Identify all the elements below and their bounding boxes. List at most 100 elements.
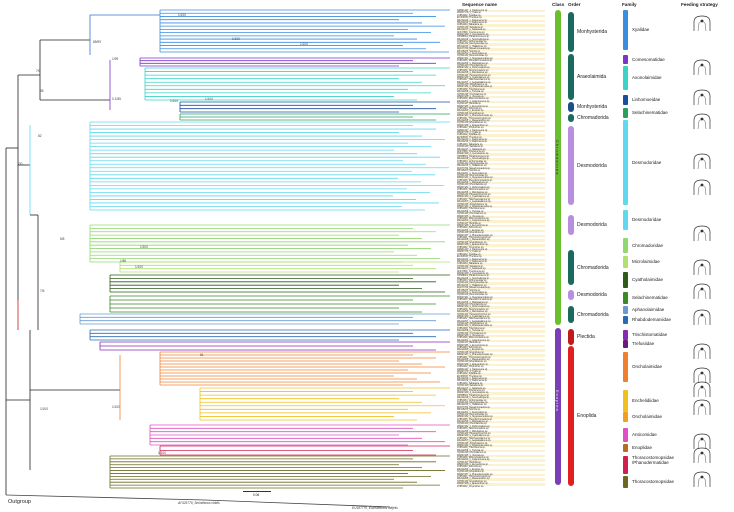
sequence-name-row: MK212259_1_Trefusia sp. [457,91,545,94]
order-bar [568,250,574,285]
feeding-head-icon [693,433,711,450]
sequence-name-row: MN627187_1_Phanodermopsis sp. [457,354,545,357]
sequence-name-row: AY854237_Halichoanolaimus sp. [457,198,491,201]
sequence-name-row: AY854242_Oxyonchus sp. [457,127,485,130]
outgroup-taxon-1: AY325779_Sminthurus viridis [178,501,220,505]
sequence-name-row: MN627185_1_Viscosia sp. [457,215,545,218]
node-support-label: 7/6 [40,289,45,293]
sequence-name-row: MK212247_1_Sabatieria sp. [457,29,545,32]
family-label: Aphanolaimidae [632,307,665,312]
sequence-name-row: MK212257_1_Aegialoalaimus sp. [457,440,545,443]
family-swatch [623,210,628,230]
sequence-name-row: OQ541445_Aphanolaimus sp. [457,84,488,87]
sequence-name-row: OQ541444_Paracanthonchus sp. [457,313,492,316]
sequence-name-row: MN627188_1_Epacanthion sp. [457,124,545,128]
family-swatch [623,292,628,304]
sequence-name-row: MN627186_1_Eurystomina sp. [457,344,545,347]
sequence-name-row: MN627185_1_Viscosia sp. [457,96,545,99]
outgroup-taxon-2: EU187770_Euchaetoleis mitjelis [352,506,398,510]
sequence-name-row: MK212249_1_Terschellingia sp. [457,158,545,161]
sequence-name-row: MN627180_1_Axonolaimus sp. [457,33,545,37]
sequence-name-row: OM041427_1_Daptonema sp. [457,129,545,132]
feeding-head-icon [693,283,711,300]
sequence-name-row: MN627185_1_Viscosia sp. [457,335,545,338]
sequence-name-row: MK212261_1_Calyptronema sp. [457,220,545,223]
sequence-name-row: MK212259_1_Trefusia sp. [457,210,545,214]
feeding-head-icon [693,113,711,130]
sequence-name-row: MK212253_1_Molgolaimus sp. [457,421,545,424]
sequence-name-row: MN627183_1_Cyatholaimus sp. [457,196,545,199]
sequence-name-row: MK212253_1_Molgolaimus sp. [457,301,545,304]
sequence-name-row: MK212243_1_Halalaimus sp. [457,404,488,407]
sequence-name-row: MN627188_1_Epacanthion sp. [457,483,545,486]
family-swatch [623,238,628,253]
feeding-head-icon [693,381,711,398]
sequence-name-row: AY854240_Anticoma sp. [457,466,483,469]
sequence-name-row: OQ541443_Chromadorita sp. [457,423,488,426]
feeding-head-icon [693,367,711,384]
sequence-name-row: AY854240_Anticoma sp. [457,227,483,230]
sequence-name-row: AF047890_Cyartonema sp. [457,390,486,392]
order-bar [568,114,574,122]
sequence-name-row: MF125225_Spirinia sp. [457,170,481,173]
sequence-name-row: AY854238_Trischistoma sp. [457,447,486,450]
sequence-name-row: AY854238_Trischistoma sp. [457,208,486,211]
sequence-name-row: OQ541442_Desmodoridae sp. [457,174,489,177]
family-label: Selachinematidae [632,110,668,115]
sequence-name-row: MK212257_1_Aegialoalaimus sp. [457,201,545,204]
sequence-name-row: OQ541448_Enoploides sp. [457,471,485,474]
order-label: Desmodorida [577,292,607,298]
sequence-name-row: AY854237_Halichoanolaimus sp. [457,318,491,321]
node-support-label: 0.1/85 [112,97,121,101]
sequence-name-row: MK212255_1_Microlaimus sp. [457,430,545,433]
sequence-name-row: OQ541440_Sabatieria sp. [457,265,484,268]
header-order: Order [568,2,581,7]
sequence-name-row: MN627181_1_Stygodesmodora sp. [457,177,545,180]
sequence-name-row: OQ541442_Desmodoridae sp. [457,294,489,297]
sequence-name-row: MK212242_1_Daptonema sp. [457,21,488,24]
sequence-name-row: AY854236_Neochromadora sp. [457,69,490,72]
sequence-name-row: OQ541444_Paracanthonchus sp. [457,74,492,77]
node-support-label: 1/100 [40,407,48,411]
node-support-label: 1/99 [112,57,118,61]
sequence-name-row: MK212247_1_Sabatieria sp. [457,268,545,271]
sequence-name-row: DQ077784_Metachromadora sp. [457,167,545,171]
sequence-name-row: OQ541440_Sabatieria sp. [457,146,484,149]
sequence-name-row: OQ541448_Enoploides sp. [457,351,485,354]
sequence-name-row: MN627188_1_Epacanthion sp. [457,363,545,367]
sequence-name-row: EU306330_Theristus sp. [457,17,483,20]
sequence-name-row: OQ541444_Paracanthonchus sp. [457,194,492,197]
sequence-name-row: MK212242_1_Daptonema sp. [457,380,488,383]
sequence-name-row: AY854236_Neochromadora sp. [457,308,490,311]
class-label-chromadorea: Chromadorea [555,140,560,176]
sequence-name-row: MK212259_1_Trefusia sp. [457,449,545,453]
sequence-name-row: MK212243_1_Halalaimus sp. [457,284,488,287]
family-label: Microlaimidae [632,259,660,264]
sequence-name-row: MK212255_1_Microlaimus sp. [457,191,545,194]
sequence-name-row: MN627183_1_Cyatholaimus sp. [457,435,545,438]
sequence-name-row: OQ541442_Desmodoridae sp. [457,55,489,58]
sequence-name-row: OQ541449_Enoplolaimus sp. [457,361,488,364]
node-support-label: 85 [40,89,44,93]
sequence-name-row: EU306330_Theristus sp. [457,375,483,378]
family-label: Thoracostomopsidae /Phanodermatidae [632,455,675,465]
sequence-name-row: AY854235_Pseudochromadora sp. [457,60,493,63]
family-swatch [623,456,628,474]
sequence-name-row: OQ541449_Enoplolaimus sp. [457,122,488,125]
family-label: Enoplidae [632,445,653,450]
sequence-name-row: AY854240_Anticoma sp. [457,346,483,349]
order-label: Chromadorida [577,115,609,121]
feeding-head-icon [693,399,711,416]
sequence-name-row: AY854239_Metoncholaimus sp. [457,337,490,340]
node-support-label: 1/100 [140,245,148,249]
sequence-name-row: AY854234_Linhomoeidae sp. [457,41,487,44]
sequence-name-row: MK212263_1_Enoplus sp. [457,110,545,113]
sequence-name-row: MK212244_1_Daptonema sp. [457,378,545,381]
feeding-head-icon [693,343,711,360]
sequence-name-row: AY854232_Xyalidae sp. [457,134,545,137]
node-support-label: 1/85 [120,259,126,263]
sequence-name-row: MN627182_1_Dichromadora sp. [457,306,545,309]
sequence-name-row: AF047890_Cyartonema sp. [457,151,486,153]
sequence-name-row: OQ541441_Monhysteridae sp. [457,401,545,405]
